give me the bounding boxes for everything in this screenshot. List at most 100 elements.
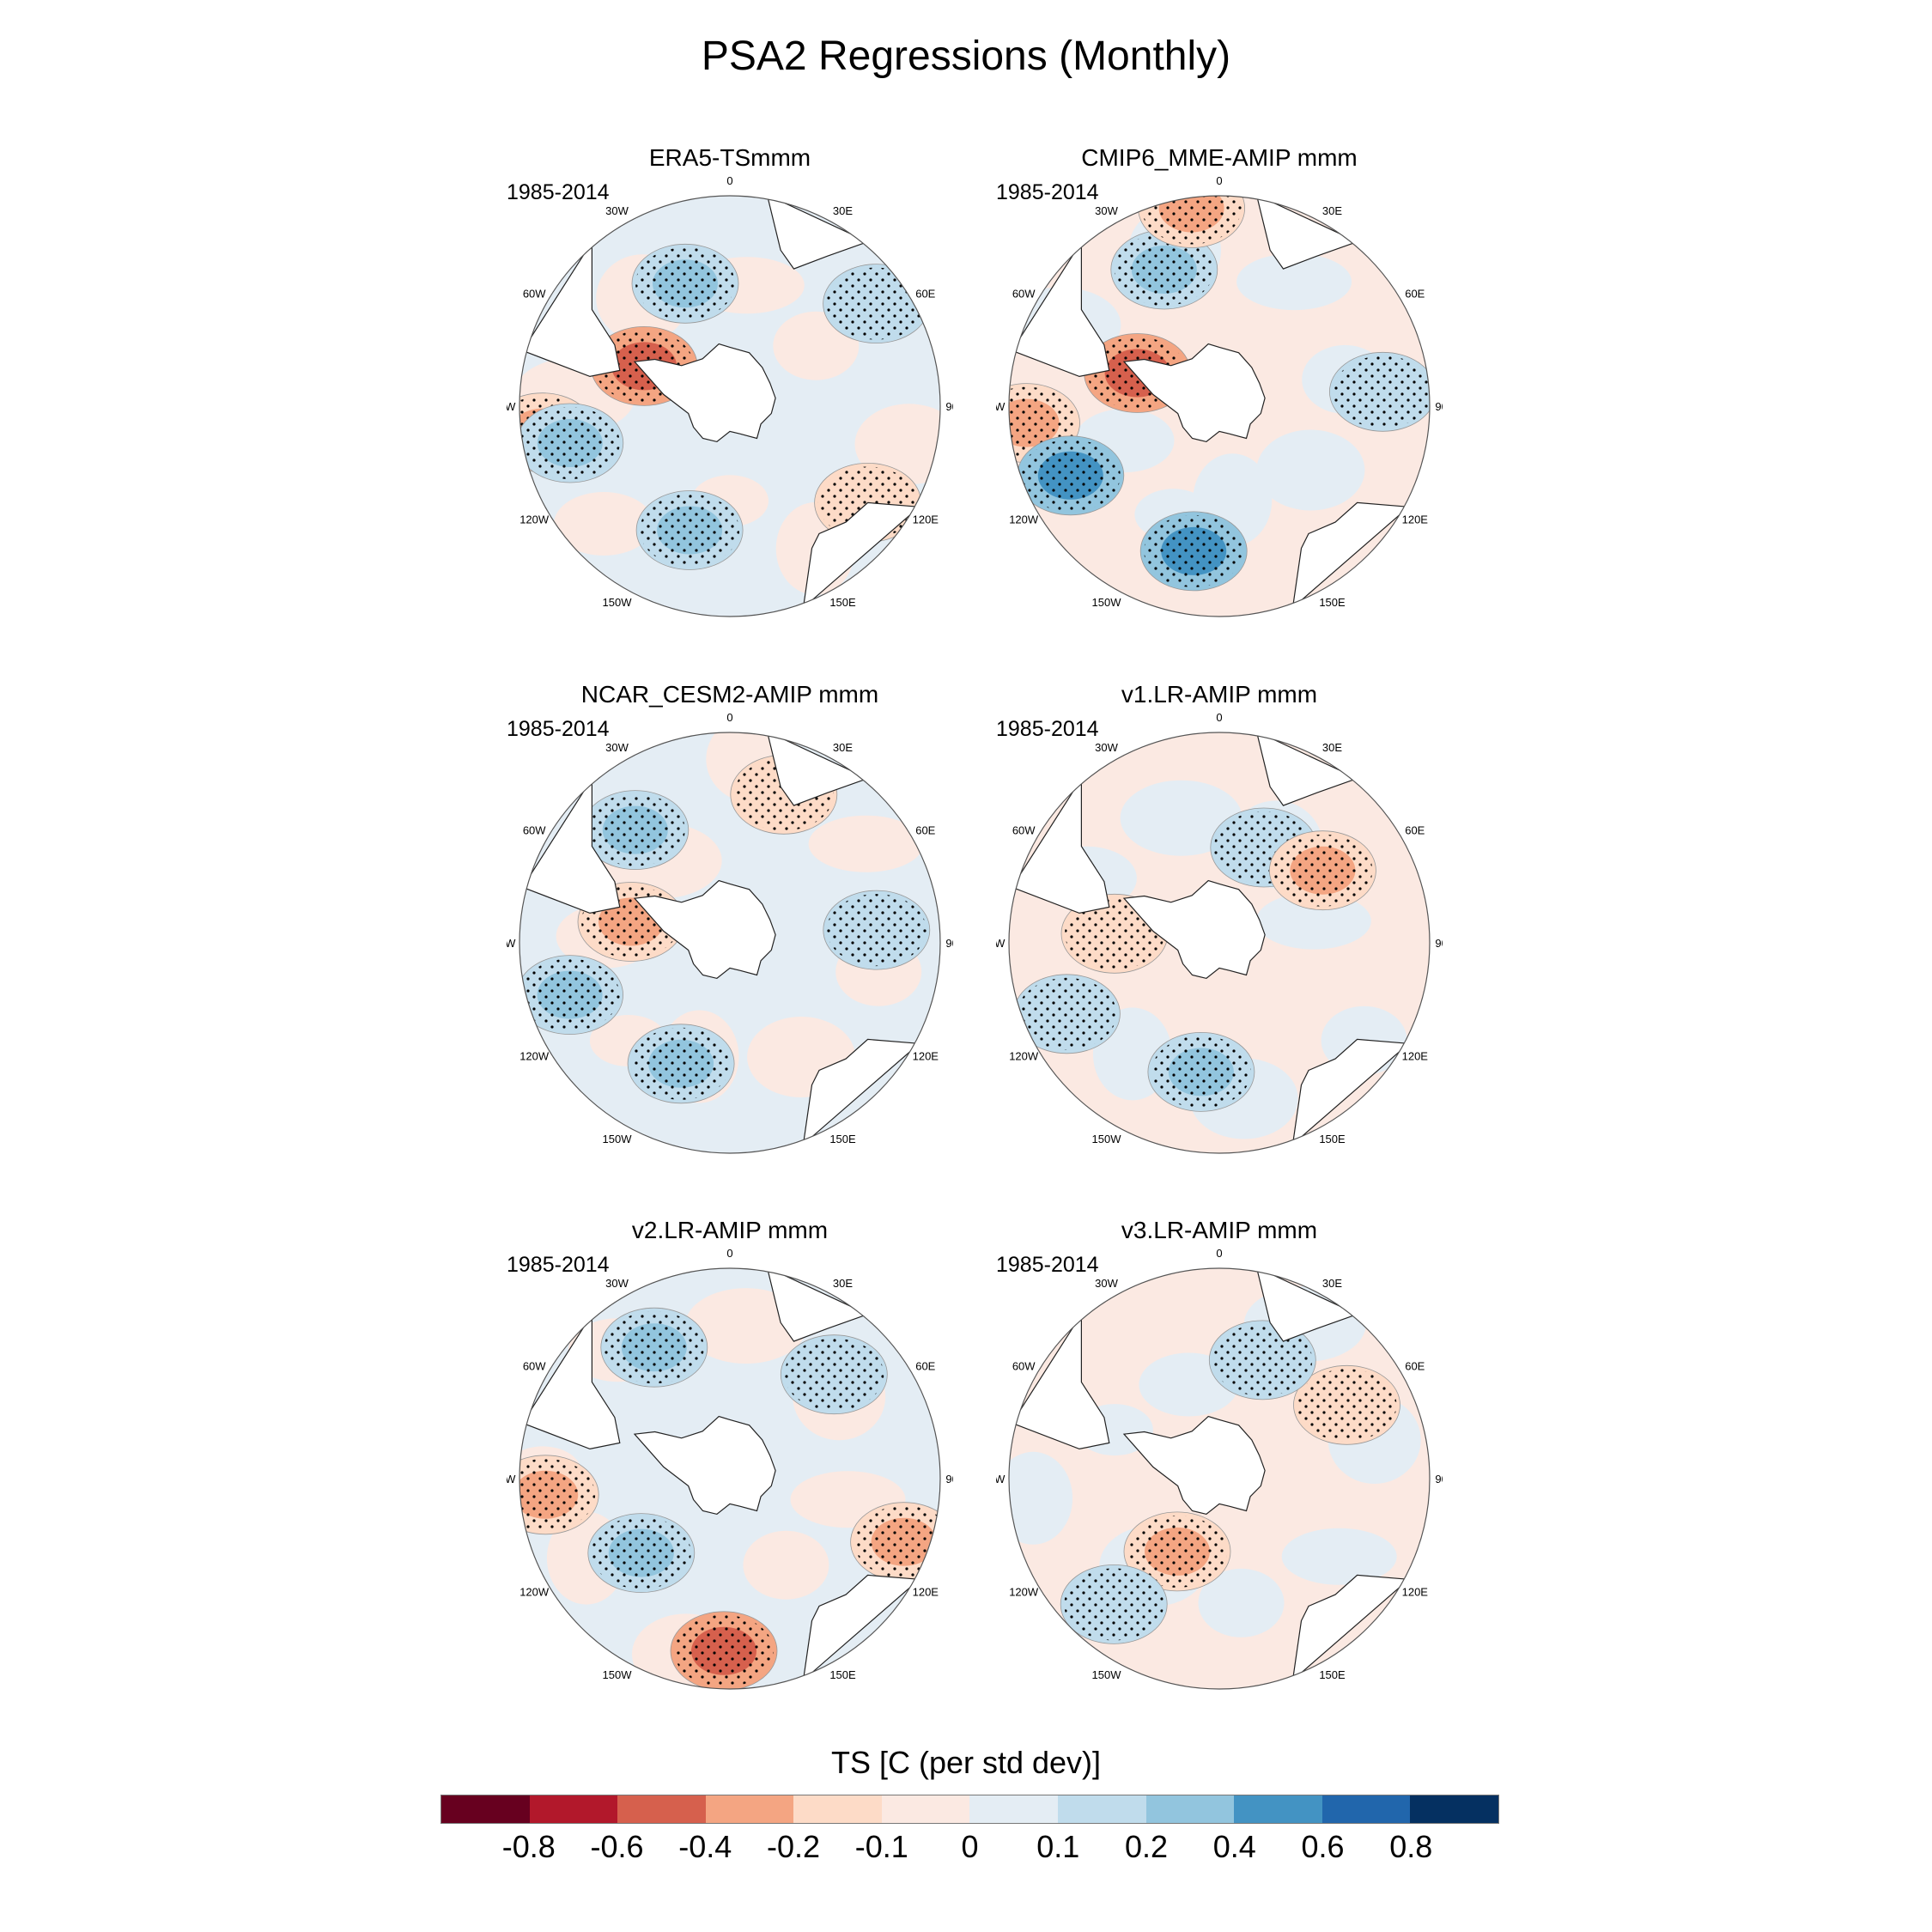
longitude-label: 0 [1216,711,1222,724]
significance-stipple [1017,977,1117,1050]
longitude-label: 30W [1095,1277,1118,1290]
longitude-label: 150E [1319,1668,1346,1681]
longitude-label: 120E [913,1050,939,1063]
significance-stipple [1297,1369,1397,1442]
longitude-label: 0 [726,1247,732,1260]
colorbar-box [793,1795,882,1823]
longitude-label: 60E [915,288,935,301]
longitude-label: 60E [915,1360,935,1373]
longitude-label: 120W [1009,1050,1039,1063]
period-label: 1985-2014 [507,1253,610,1277]
panel-title: CMIP6_MME-AMIP mmm [1081,144,1358,171]
longitude-label: 150E [1319,596,1346,609]
colorbar-tick-label: -0.1 [854,1829,908,1864]
longitude-label: 90W [507,937,516,950]
significance-stipple [585,793,685,866]
map-border [1008,732,1431,1154]
longitude-label: 120E [913,1586,939,1599]
significance-stipple [631,1027,732,1100]
polar-map: 030E60E90E120E150E180150W120W90W60W30W [996,174,1443,617]
significance-stipple [1144,514,1244,587]
polar-map: 030E60E90E120E150E180150W120W90W60W30W [996,711,1443,1154]
longitude-label: 0 [726,711,732,724]
longitude-label: 30E [1322,1277,1342,1290]
longitude-label: 0 [1216,1247,1222,1260]
longitude-label: 120E [1402,513,1429,526]
significance-stipple [635,247,735,320]
colorbar-tick-label: 0.2 [1124,1829,1169,1864]
significance-stipple [1114,234,1214,306]
colorbar-box [969,1795,1059,1823]
period-label: 1985-2014 [507,717,610,741]
longitude-label: 30W [605,741,629,754]
panel-title: v1.LR-AMIP mmm [1121,681,1318,708]
panel-title: v2.LR-AMIP mmm [631,1217,829,1243]
longitude-label: 90W [996,1473,1005,1485]
colorbar-box [529,1795,618,1823]
colorbar-tick-label: 0 [961,1829,979,1864]
longitude-label: 120E [1402,1586,1429,1599]
significance-stipple [1151,1036,1251,1109]
map-panel: v2.LR-AMIP mmm 1985-2014 0 30E 60E 90E 120E 150… [507,1217,953,1698]
period-label: 1985-2014 [996,180,1099,204]
longitude-label: 120W [1009,513,1039,526]
figure-title: PSA2 Regressions (Monthly) [701,33,1231,79]
longitude-label: 150W [1092,1133,1122,1145]
significance-stipple [784,1338,884,1411]
significance-stipple [826,267,927,340]
significance-stipple [1064,1568,1164,1641]
longitude-label: 60W [1012,1360,1036,1373]
significance-stipple [1273,834,1373,907]
longitude-label: 150E [829,1668,856,1681]
panel-title: NCAR_CESM2-AMIP mmm [580,681,879,708]
significance-stipple [1020,439,1121,512]
longitude-label: 60W [1012,288,1036,301]
colorbar-box [1234,1795,1322,1823]
significance-stipple [674,1614,774,1687]
longitude-label: 60W [523,824,546,837]
antarctica-land [633,879,776,980]
significance-stipple [604,1311,704,1384]
period-label: 1985-2014 [996,717,1099,741]
significance-stipple [519,407,620,479]
longitude-label: 60E [1405,1360,1425,1373]
longitude-label: 90W [996,937,1005,950]
colorbar-tick-label: -0.8 [501,1829,556,1864]
longitude-label: 120E [913,513,939,526]
longitude-label: 90E [1435,937,1443,950]
panel-title: ERA5-TSmmm [648,144,811,171]
colorbar-box [441,1795,530,1823]
longitude-label: 120W [1009,1586,1039,1599]
longitude-label: 90E [945,937,953,950]
significance-stipple [591,1516,691,1589]
colorbar-box [1321,1795,1411,1823]
map-panel: ERA5-TSmmm1985-2014030E60E90E120E150E180… [507,144,953,625]
colorbar-tick-label: 0.1 [1036,1829,1080,1864]
neutral-patch [1009,1451,1073,1545]
longitude-label: 0 [1216,174,1222,187]
map-panel: NCAR_CESM2-AMIP mmm 1985-2014 0 30E 60E 90E 12… [507,681,953,1162]
longitude-label: 90W [507,1473,516,1485]
map-panel: CMIP6_MME-AMIP mmm 1985-2014 0 30E 60E 90E 120… [996,144,1443,625]
map-border [519,732,941,1154]
significance-stipple [854,1505,940,1578]
longitude-label: 30W [605,204,629,217]
longitude-label: 30E [1322,204,1342,217]
colorbar-box [1058,1795,1146,1823]
longitude-label: 120E [1402,1050,1429,1063]
significance-stipple [519,958,620,1031]
colorbar-tick-label: 0.8 [1389,1829,1433,1864]
antarctica-land [1122,343,1266,443]
colorbar-tick-label: -0.4 [678,1829,732,1864]
antarctica-land [633,1415,776,1516]
longitude-label: 30W [1095,204,1118,217]
colorbar-tick-label: 0.4 [1212,1829,1256,1864]
map-border [1008,195,1431,617]
longitude-label: 60E [1405,288,1425,301]
longitude-label: 60W [1012,824,1036,837]
polar-map: 030E60E90E120E150E180150W120W90W60W30W [507,711,953,1154]
antarctica-land [633,343,776,443]
longitude-label: 30W [605,1277,629,1290]
longitude-label: 0 [726,174,732,187]
longitude-label: 60W [523,288,546,301]
